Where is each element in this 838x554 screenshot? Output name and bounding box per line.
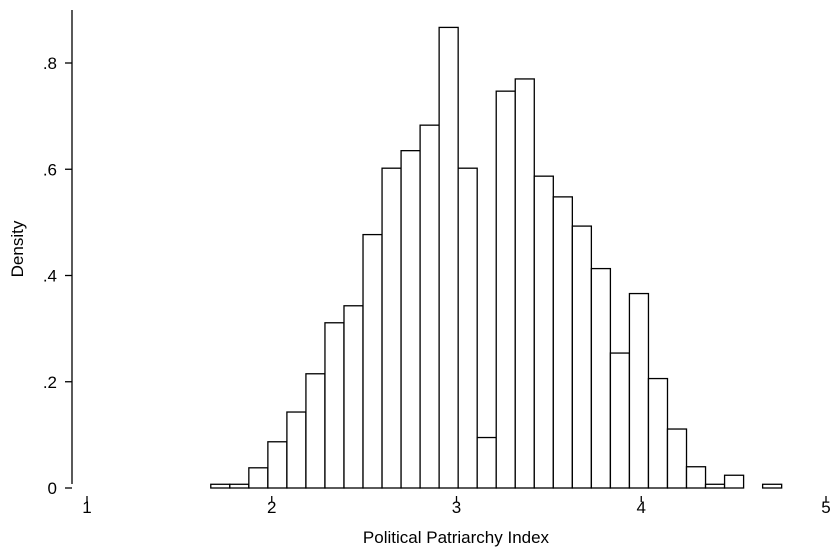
histogram-bar <box>267 441 288 489</box>
y-tick-label: .6 <box>43 160 57 179</box>
y-axis-ticks: 0 .2 .4 .6 .8 <box>43 54 72 498</box>
y-tick-label: .2 <box>43 373 57 392</box>
y-axis-title: Density <box>8 220 27 277</box>
bars-layer <box>210 26 783 489</box>
histogram-bar <box>457 167 478 489</box>
histogram-bar <box>343 305 364 489</box>
histogram-bar <box>533 175 554 489</box>
histogram-bar <box>381 167 402 489</box>
histogram-bar <box>438 26 459 489</box>
histogram-bar <box>305 373 326 489</box>
histogram-bar <box>248 467 269 489</box>
histogram-bar <box>704 483 726 489</box>
histogram-bar <box>210 483 231 489</box>
histogram-bar <box>552 196 573 489</box>
histogram-bar <box>476 436 497 489</box>
y-tick-label: .8 <box>43 54 57 73</box>
histogram-bar <box>609 352 631 489</box>
x-axis-ticks: 1 2 3 4 5 <box>82 496 831 517</box>
x-tick-label: 3 <box>452 498 461 517</box>
histogram-bar <box>628 292 650 489</box>
x-tick-label: 5 <box>821 498 830 517</box>
y-tick-label: 0 <box>48 479 57 498</box>
histogram-bar <box>590 267 612 489</box>
y-tick-label: .4 <box>43 267 57 286</box>
histogram-bar <box>286 411 307 489</box>
histogram-bar <box>362 233 383 489</box>
histogram-bar <box>514 78 535 489</box>
histogram-bar <box>647 377 669 489</box>
x-tick-label: 4 <box>637 498 646 517</box>
histogram-bar <box>723 474 745 489</box>
histogram-bar <box>229 483 250 489</box>
histogram-bar <box>419 124 440 489</box>
histogram-bar <box>761 483 783 489</box>
histogram-bar <box>495 90 516 489</box>
histogram-bar <box>400 150 421 489</box>
histogram-bar <box>571 225 593 489</box>
histogram-bar <box>685 466 707 489</box>
x-axis-title: Political Patriarchy Index <box>363 528 550 547</box>
x-tick-label: 2 <box>267 498 276 517</box>
x-tick-label: 1 <box>82 498 91 517</box>
histogram-bar <box>666 428 688 489</box>
histogram-bar <box>324 322 345 489</box>
